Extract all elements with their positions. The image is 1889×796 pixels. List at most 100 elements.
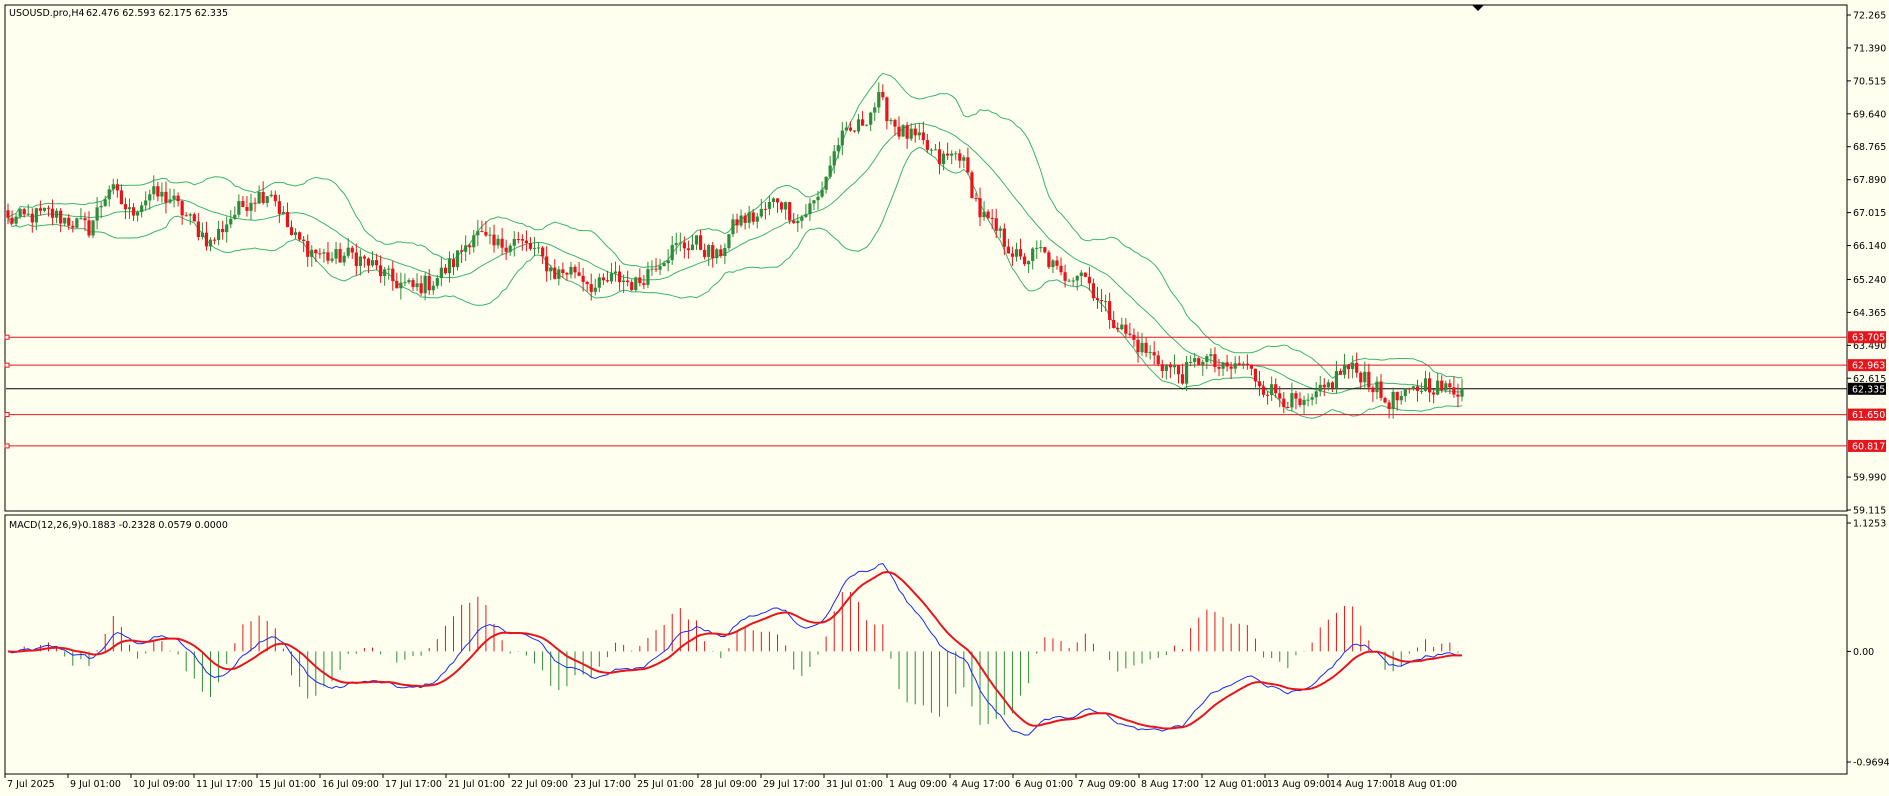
candle-body: [994, 218, 998, 231]
candle-body: [901, 125, 905, 137]
candle-body: [792, 220, 796, 224]
candle-body: [233, 214, 237, 219]
price-tick-label: 59.990: [1853, 473, 1886, 484]
candle-body: [840, 130, 844, 146]
price-tick-label: 72.265: [1853, 11, 1886, 22]
candle-body: [1330, 382, 1334, 388]
candle-body: [180, 201, 184, 216]
candle-body: [1306, 399, 1310, 401]
candle-body: [346, 247, 350, 256]
candle-body: [516, 239, 520, 241]
price-level-handle[interactable]: [4, 443, 10, 449]
candle-body: [877, 92, 881, 108]
candle-body: [1334, 371, 1339, 388]
signal-line: [7, 570, 1462, 730]
candle-body: [1051, 260, 1055, 268]
candle-body: [34, 208, 38, 223]
candle-body: [893, 119, 897, 127]
candle-body: [63, 217, 67, 224]
candle-body: [1047, 252, 1051, 268]
macd-tick-label: -0.9694: [1853, 758, 1889, 769]
candle-body: [545, 256, 549, 272]
candle-body: [670, 244, 674, 261]
macd-axis: 1.1253 0.00 -0.9694: [1847, 519, 1889, 769]
price-level-label: 62.963: [1852, 361, 1885, 372]
candle-body: [1031, 248, 1035, 261]
candle-body: [1237, 363, 1241, 365]
candle-body: [998, 228, 1002, 231]
candle-body: [302, 239, 306, 242]
candle-body: [1261, 386, 1266, 395]
candle-body: [1452, 387, 1456, 395]
candle-body: [67, 217, 71, 226]
candle-body: [50, 208, 55, 218]
candles: [6, 82, 1464, 419]
price-level-handle[interactable]: [4, 362, 10, 368]
candle-body: [1371, 387, 1375, 393]
candle-body: [553, 267, 557, 279]
candle-body: [22, 209, 26, 215]
candle-body: [541, 247, 545, 257]
candle-body: [1310, 397, 1314, 400]
candle-body: [1221, 362, 1225, 369]
candle-body: [289, 227, 294, 236]
candle-body: [844, 127, 848, 131]
candle-body: [387, 268, 391, 270]
indicator-pane-frame: [4, 514, 1848, 775]
candle-body: [1249, 364, 1253, 369]
candle-body: [245, 206, 249, 211]
candle-body: [1290, 393, 1294, 408]
candle-body: [127, 207, 132, 210]
candle-body: [1351, 362, 1355, 370]
candle-body: [698, 235, 703, 250]
price-level-handle[interactable]: [4, 334, 10, 340]
price-tick-label: 66.140: [1853, 241, 1886, 252]
candle-body: [115, 184, 119, 191]
candle-body: [447, 259, 452, 274]
candle-body: [1180, 374, 1185, 384]
candle-body: [1010, 253, 1015, 257]
price-level-label: 60.817: [1852, 441, 1885, 452]
candle-body: [46, 207, 51, 209]
price-tick-label: 62.615: [1853, 374, 1886, 385]
candle-body: [1423, 378, 1428, 391]
candle-body: [374, 260, 379, 266]
candle-body: [1338, 371, 1343, 375]
scroll-marker-icon[interactable]: [1472, 5, 1484, 11]
candle-body: [196, 221, 200, 238]
price-level-handle[interactable]: [4, 412, 10, 418]
candle-body: [986, 211, 990, 218]
candle-body: [974, 198, 978, 200]
candle-body: [1326, 382, 1330, 388]
candle-body: [156, 186, 160, 197]
candle-body: [1322, 384, 1326, 388]
candle-body: [747, 212, 751, 223]
candle-body: [435, 278, 439, 286]
candle-body: [172, 195, 176, 200]
candle-body: [617, 271, 622, 283]
price-pane-frame: [4, 4, 1848, 512]
candle-body: [970, 172, 974, 199]
candle-body: [460, 250, 464, 252]
candle-body: [164, 191, 168, 203]
candle-body: [176, 195, 180, 202]
candle-body: [87, 220, 91, 236]
candle-body: [1059, 265, 1063, 273]
candle-body: [237, 201, 241, 215]
time-tick-label: 21 Jul 01:00: [448, 779, 505, 790]
candle-body: [763, 208, 767, 210]
candle-body: [812, 200, 816, 204]
candle-body: [646, 269, 650, 285]
candle-body: [1027, 260, 1031, 265]
candle-body: [310, 249, 314, 257]
candle-body: [836, 145, 840, 152]
candle-body: [1403, 388, 1407, 396]
candle-body: [111, 184, 115, 190]
macd-title: MACD(12,26,9): [9, 520, 81, 531]
price-tick-label: 71.390: [1853, 43, 1886, 54]
candle-body: [658, 266, 662, 270]
time-tick-label: 4 Aug 17:00: [952, 779, 1010, 790]
candle-body: [804, 214, 808, 217]
time-tick-label: 9 Jul 01:00: [70, 779, 121, 790]
